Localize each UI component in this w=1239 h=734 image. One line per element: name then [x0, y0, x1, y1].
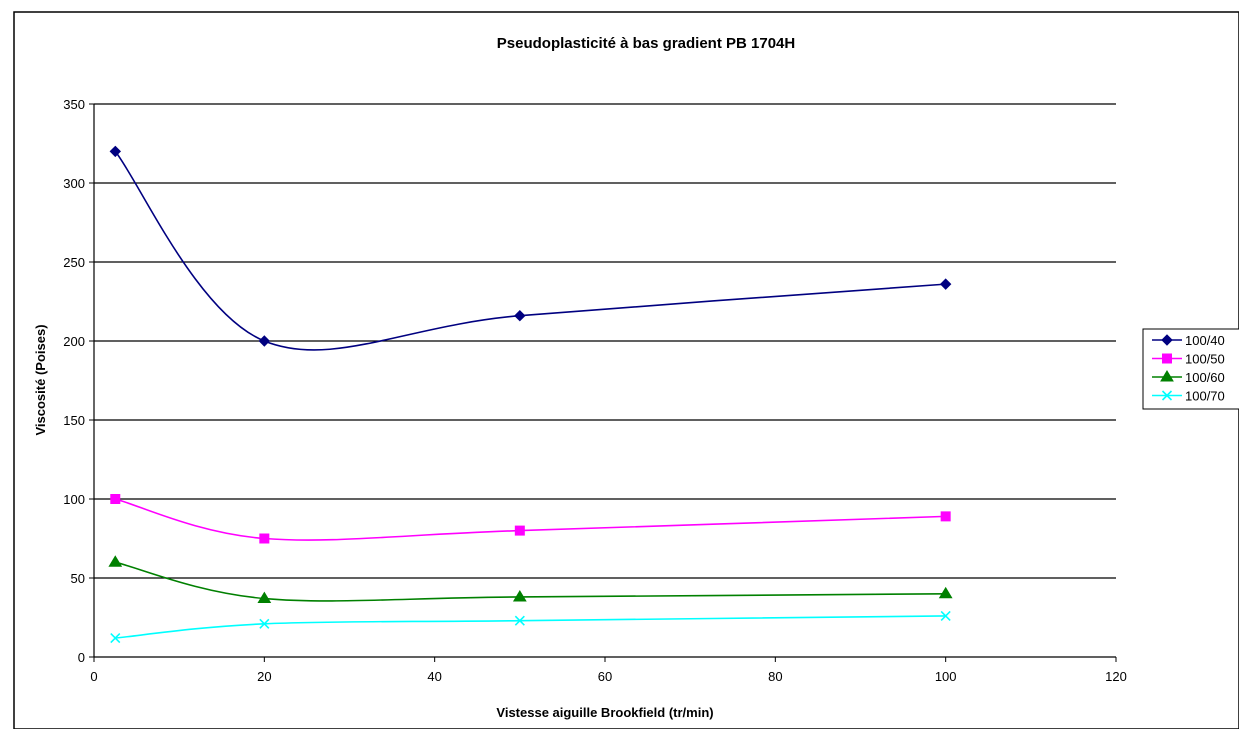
legend: 100/40 100/50 100/60 100/70 — [1142, 328, 1239, 410]
data-point — [257, 591, 272, 604]
x-tick-label: 120 — [1105, 669, 1127, 684]
y-tick-label: 100 — [63, 492, 85, 507]
y-tick-label: 150 — [63, 413, 85, 428]
data-point — [259, 618, 270, 629]
y-axis-label: Viscosité (Poises) — [33, 324, 48, 435]
data-point — [108, 555, 123, 567]
x-tick-label: 20 — [257, 669, 271, 684]
x-axis-label: Vistesse aiguille Brookfield (tr/min) — [496, 705, 713, 720]
legend-marker — [1161, 390, 1173, 401]
legend-marker — [1160, 370, 1174, 382]
data-point — [109, 145, 121, 158]
x-tick-label: 40 — [427, 669, 441, 684]
series-3 — [110, 610, 951, 644]
legend-label: 100/50 — [1185, 352, 1225, 367]
y-ticks: 0 50 100 150 200 250 300 350 — [63, 97, 94, 665]
y-tick-label: 350 — [63, 97, 85, 112]
legend-marker — [1162, 353, 1172, 364]
x-ticks: 0 20 40 60 80 100 120 — [90, 657, 1127, 684]
series-line — [115, 615, 946, 639]
data-point — [512, 589, 527, 602]
series-line — [114, 150, 946, 351]
legend-label: 100/60 — [1185, 370, 1225, 385]
legend-label: 100/70 — [1185, 389, 1225, 404]
chart-title: Pseudoplasticité à bas gradient PB 1704H — [497, 35, 795, 52]
legend-marker — [1161, 334, 1173, 346]
data-point — [259, 533, 270, 544]
series-1 — [110, 494, 951, 544]
y-tick-label: 50 — [71, 571, 85, 586]
legend-label: 100/40 — [1185, 333, 1225, 348]
plot-area — [94, 104, 1116, 657]
y-tick-label: 250 — [63, 255, 85, 270]
series-2 — [108, 555, 953, 604]
y-tick-label: 300 — [63, 176, 85, 191]
data-point — [110, 632, 121, 644]
data-point — [940, 511, 951, 522]
x-tick-label: 0 — [90, 669, 97, 684]
series-0 — [109, 145, 952, 351]
data-point — [110, 494, 121, 504]
data-point — [940, 610, 951, 621]
y-tick-label: 200 — [63, 334, 85, 349]
series-line — [115, 498, 946, 541]
data-point — [939, 278, 952, 290]
x-tick-label: 80 — [768, 669, 782, 684]
gridlines — [94, 103, 1116, 579]
data-point — [514, 615, 525, 626]
data-point — [514, 310, 526, 322]
data-point — [514, 525, 525, 536]
x-tick-label: 60 — [598, 669, 612, 684]
series-line — [115, 561, 946, 602]
series-group — [108, 145, 953, 644]
data-point — [258, 335, 271, 347]
data-point — [938, 586, 953, 599]
x-tick-label: 100 — [935, 669, 957, 684]
y-tick-label: 0 — [78, 650, 85, 665]
